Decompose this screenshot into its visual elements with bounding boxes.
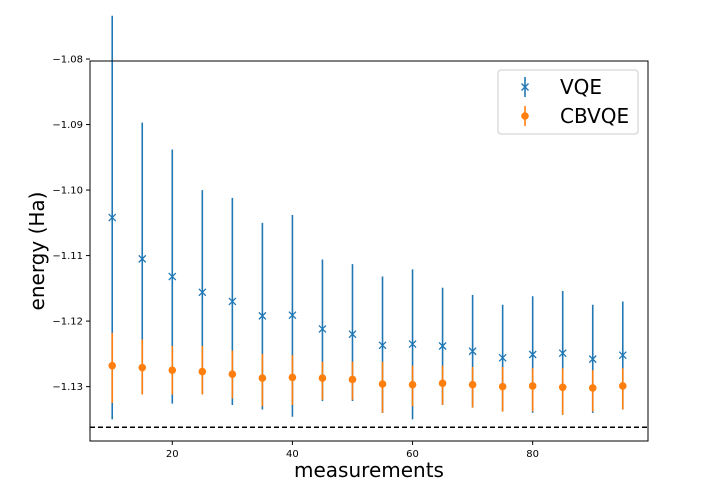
- cbvqe-point: [228, 370, 237, 378]
- cbvqe-point: [288, 373, 297, 382]
- cbvqe-point: [138, 363, 147, 372]
- vqe-point: [108, 213, 117, 222]
- y-tick-label: −1.12: [52, 317, 83, 328]
- plot-frame: [89, 60, 649, 442]
- axis-layer: 20 40 60 80 −1.08 −1.09 −1.10 −1.11 −1.12 −1.13: [52, 55, 539, 460]
- legend-entry-cbvqe: CBVQE: [521, 104, 629, 128]
- vqe-point: [378, 341, 387, 350]
- cbvqe-point: [618, 382, 627, 390]
- x-tick-label: 60: [406, 449, 419, 460]
- cbvqe-point: [108, 361, 117, 370]
- legend-vqe-label: VQE: [560, 75, 602, 99]
- y-tick-label: −1.10: [52, 186, 83, 197]
- vqe-point: [558, 349, 567, 358]
- cbvqe-point: [258, 374, 267, 382]
- vqe-point: [318, 325, 327, 333]
- vqe-point: [528, 350, 537, 359]
- vqe-point: [258, 311, 267, 320]
- y-tick-label: −1.13: [52, 382, 83, 393]
- cbvqe-point: [318, 374, 327, 382]
- cbvqe-point: [348, 375, 357, 384]
- y-axis-title: energy (Ha): [25, 192, 49, 311]
- vqe-point: [438, 342, 447, 350]
- legend-cbvqe-label: CBVQE: [560, 104, 629, 128]
- vqe-point: [618, 351, 627, 360]
- cbvqe-point: [438, 379, 447, 388]
- vqe-point: [228, 297, 237, 306]
- legend-box: [497, 69, 639, 135]
- cbvqe-point: [528, 382, 537, 390]
- x-axis-title: measurements: [294, 458, 444, 482]
- x-tick-label: 80: [526, 449, 539, 460]
- cbvqe-point: [378, 380, 387, 388]
- cbvqe-point: [468, 380, 477, 389]
- vqe-point: [408, 340, 417, 348]
- y-tick-label: −1.11: [52, 251, 83, 262]
- y-tick-label: −1.08: [52, 55, 83, 66]
- legend-entry-vqe: VQE: [521, 75, 602, 99]
- cbvqe-point: [168, 366, 177, 375]
- legend-cbvqe-dot-marker-icon: [521, 112, 529, 120]
- vqe-point: [138, 254, 147, 263]
- x-tick-label: 40: [286, 449, 299, 460]
- vqe-point: [588, 355, 597, 364]
- plot-layer: [90, 15, 648, 428]
- vqe-point: [348, 330, 357, 339]
- cbvqe-point: [198, 367, 207, 376]
- vqe-point: [198, 288, 207, 297]
- vqe-point: [498, 353, 507, 362]
- cbvqe-point: [408, 380, 417, 389]
- y-tick-label: −1.09: [52, 120, 83, 131]
- vqe-point: [288, 311, 297, 320]
- cbvqe-point: [558, 383, 567, 392]
- legend-vqe-x-marker-icon: [521, 83, 529, 91]
- vqe-point: [468, 347, 477, 356]
- cbvqe-point: [588, 384, 597, 392]
- legend: VQE CBVQE: [497, 69, 639, 135]
- x-tick-label: 20: [166, 449, 179, 460]
- cbvqe-point: [498, 382, 507, 391]
- vqe-point: [168, 272, 177, 281]
